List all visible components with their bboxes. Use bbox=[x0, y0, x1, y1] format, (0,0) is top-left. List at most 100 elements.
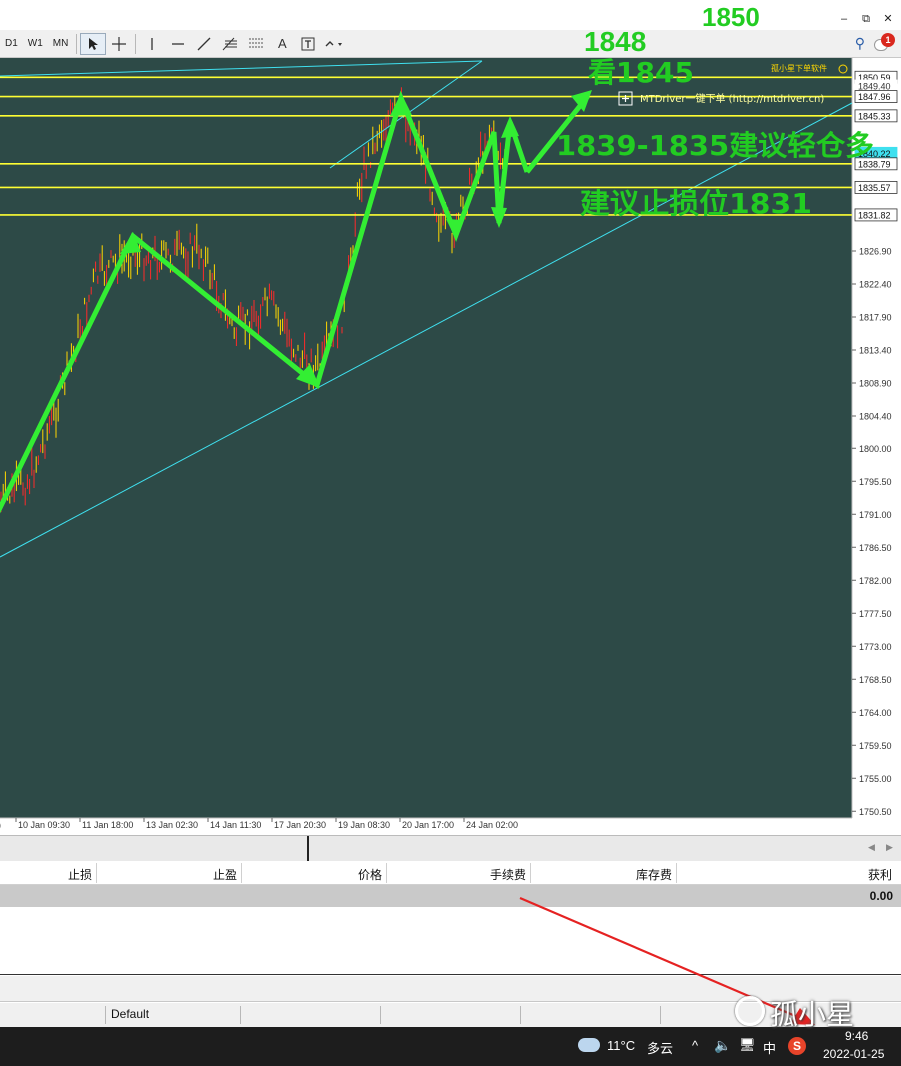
status-divider bbox=[380, 1006, 381, 1024]
level-tag-box bbox=[854, 109, 898, 123]
tray-chevron-icon[interactable]: ^ bbox=[692, 1038, 699, 1053]
annotation-1850: 1850 bbox=[702, 2, 760, 32]
col-profit[interactable]: 获利 bbox=[867, 868, 892, 882]
horizontal-line-icon[interactable] bbox=[165, 33, 191, 55]
speaker-icon[interactable]: 🔈 bbox=[714, 1037, 732, 1053]
timeframe-d1-button[interactable]: D1 bbox=[5, 37, 18, 49]
status-divider bbox=[520, 1006, 521, 1024]
temperature[interactable]: 11°C bbox=[607, 1038, 636, 1053]
cloud-icon[interactable] bbox=[578, 1038, 600, 1052]
time-tick-label: 10 Jan 09:30 bbox=[18, 820, 70, 830]
gann-grid-icon[interactable] bbox=[243, 33, 269, 55]
minimize-icon[interactable]: – bbox=[840, 13, 848, 25]
arrowhead bbox=[491, 207, 507, 228]
column-divider bbox=[530, 863, 531, 883]
status-divider bbox=[240, 1006, 241, 1024]
price-tick-label: 1800.00 bbox=[859, 444, 892, 454]
network-icon[interactable]: 🖥 bbox=[739, 1037, 756, 1052]
arrow-shapes-icon[interactable] bbox=[321, 33, 347, 55]
level-tag-1840.22: 1840.22 bbox=[858, 149, 891, 159]
col-take-profit[interactable]: 止盈 bbox=[212, 868, 237, 882]
profile-name[interactable]: Default bbox=[111, 1007, 150, 1021]
watermark-text: 孤小星 bbox=[770, 998, 855, 1031]
scroll-left-icon[interactable]: ◀ bbox=[868, 842, 875, 852]
arrowhead bbox=[120, 232, 141, 254]
trendline-icon[interactable] bbox=[191, 33, 217, 55]
toolbar-separator bbox=[76, 33, 78, 54]
column-divider bbox=[241, 863, 242, 883]
level-tag-box bbox=[854, 208, 898, 222]
arrowhead bbox=[390, 93, 412, 116]
channel-upper-left[interactable] bbox=[0, 60, 483, 77]
clock-time[interactable]: 9:46 bbox=[845, 1029, 869, 1043]
price-tick-label: 1764.00 bbox=[859, 708, 892, 718]
time-axis-labels: ) 10 Jan 09:30 11 Jan 18:00 13 Jan 02:30 14 … bbox=[0, 818, 518, 830]
time-tick-label: ) bbox=[0, 820, 1, 830]
level-tag-box bbox=[854, 181, 898, 194]
text-icon[interactable]: A bbox=[269, 33, 295, 55]
level-tag-1849.40: 1849.40 bbox=[858, 82, 891, 92]
green-arrows bbox=[0, 90, 592, 514]
terminal-balance-row[interactable]: 0.00 bbox=[0, 885, 901, 907]
clock-date[interactable]: 2022-01-25 bbox=[823, 1047, 885, 1061]
plot-area[interactable] bbox=[0, 58, 852, 818]
annotation-stop: 建议止损位1831 bbox=[580, 187, 812, 220]
cursor-icon[interactable] bbox=[80, 32, 107, 55]
plugin-text: MTDriver一键下单 (http://mtdriver.cn) bbox=[640, 92, 824, 105]
status-divider bbox=[105, 1006, 106, 1024]
channel-lower-line[interactable] bbox=[0, 102, 853, 558]
time-tick-label: 24 Jan 02:00 bbox=[466, 820, 518, 830]
price-tick-label: 1777.50 bbox=[859, 609, 892, 619]
price-tick-label: 1804.40 bbox=[859, 412, 892, 422]
ime-language[interactable]: 中 bbox=[763, 1041, 777, 1056]
col-price[interactable]: 价格 bbox=[357, 868, 382, 882]
col-swap[interactable]: 库存费 bbox=[635, 868, 672, 882]
price-tick-label: 1808.90 bbox=[859, 379, 892, 389]
toolbar-separator bbox=[135, 33, 137, 54]
time-tick-label: 11 Jan 18:00 bbox=[82, 820, 133, 830]
smiley-icon bbox=[838, 64, 848, 74]
price-tick-label: 1773.00 bbox=[859, 642, 892, 652]
mtdriver-plugin[interactable]: MTDriver一键下单 (http://mtdriver.cn) bbox=[618, 91, 824, 106]
toolbar: D1 W1 MN A ⚲ bbox=[0, 30, 901, 58]
col-commission[interactable]: 手续费 bbox=[489, 868, 526, 882]
text-label-icon[interactable] bbox=[295, 33, 321, 55]
scroll-position-marker[interactable] bbox=[307, 836, 309, 862]
chart-scrollbar[interactable]: ◀ ▶ bbox=[0, 835, 901, 862]
sogou-ime-icon[interactable]: S bbox=[788, 1037, 806, 1055]
time-tick-label: 19 Jan 08:30 bbox=[338, 820, 390, 830]
time-tick-label: 13 Jan 02:30 bbox=[146, 820, 198, 830]
price-chart[interactable]: 1850.59 1849.40 1847.96 1845.33 1840.22 1838.… bbox=[0, 2, 901, 835]
watermark-logo-icon bbox=[735, 996, 765, 1026]
search-icon[interactable]: ⚲ bbox=[854, 34, 865, 51]
vertical-line-icon[interactable] bbox=[139, 33, 165, 55]
time-scale[interactable] bbox=[0, 818, 901, 835]
price-tick-label: 1826.90 bbox=[859, 247, 892, 257]
plus-icon[interactable] bbox=[618, 91, 633, 106]
price-tick-label: 1791.00 bbox=[859, 510, 892, 520]
weather-text[interactable]: 多云 bbox=[647, 1041, 674, 1056]
restore-icon[interactable]: ⧉ bbox=[862, 13, 870, 25]
price-tick-label: 1813.40 bbox=[859, 346, 892, 356]
level-tag-1835.57: 1835.57 bbox=[858, 183, 891, 193]
price-tick-label: 1759.50 bbox=[859, 741, 892, 751]
terminal-header: 止损 止盈 价格 手续费 库存费 获利 bbox=[0, 861, 901, 885]
scroll-right-icon[interactable]: ▶ bbox=[886, 842, 893, 852]
notification-icon[interactable]: 1 bbox=[873, 33, 895, 53]
ea-label: 孤小星下单软件 bbox=[771, 63, 827, 73]
crosshair-icon[interactable] bbox=[106, 33, 132, 55]
timeframe-mn-button[interactable]: MN bbox=[52, 37, 69, 49]
status-divider bbox=[660, 1006, 661, 1024]
price-tick-label: 1755.00 bbox=[859, 774, 892, 784]
col-stop-loss[interactable]: 止损 bbox=[67, 868, 92, 882]
fibonacci-icon[interactable] bbox=[217, 33, 243, 55]
profit-total: 0.00 bbox=[869, 889, 893, 903]
terminal-body bbox=[0, 907, 901, 975]
timeframe-w1-button[interactable]: W1 bbox=[27, 37, 43, 49]
red-arrowhead bbox=[790, 1008, 815, 1025]
close-icon[interactable]: ✕ bbox=[883, 13, 893, 25]
annotation-1848: 1848 bbox=[584, 26, 646, 57]
